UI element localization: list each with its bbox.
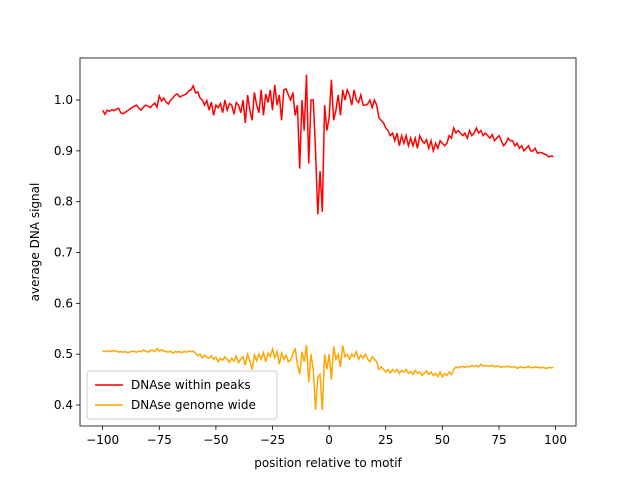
data-line bbox=[101, 74, 554, 215]
y-tick-label: 0.6 bbox=[54, 296, 73, 310]
plot-frame bbox=[79, 57, 577, 427]
legend-label: DNAse genome wide bbox=[131, 398, 256, 412]
x-tick-label: −75 bbox=[147, 433, 172, 447]
x-tick-label: −25 bbox=[260, 433, 285, 447]
x-tick-label: 0 bbox=[325, 433, 333, 447]
legend-box bbox=[86, 370, 278, 420]
y-tick-label: 0.5 bbox=[54, 347, 73, 361]
x-tick-label: 25 bbox=[378, 433, 393, 447]
x-tick-label: −50 bbox=[203, 433, 228, 447]
legend-label: DNAse within peaks bbox=[131, 378, 251, 392]
x-tick-label: 100 bbox=[544, 433, 567, 447]
x-tick-label: −100 bbox=[86, 433, 119, 447]
y-tick-label: 0.7 bbox=[54, 246, 73, 260]
y-tick-label: 0.9 bbox=[54, 144, 73, 158]
y-axis-label: average DNA signal bbox=[28, 183, 42, 302]
y-tick-label: 0.8 bbox=[54, 195, 73, 209]
y-tick-label: 1.0 bbox=[54, 93, 73, 107]
x-axis-label: position relative to motif bbox=[254, 456, 402, 470]
data-line bbox=[102, 344, 554, 411]
x-tick-label: 75 bbox=[491, 433, 506, 447]
y-tick-label: 0.4 bbox=[54, 398, 73, 412]
x-tick-label: 50 bbox=[435, 433, 450, 447]
